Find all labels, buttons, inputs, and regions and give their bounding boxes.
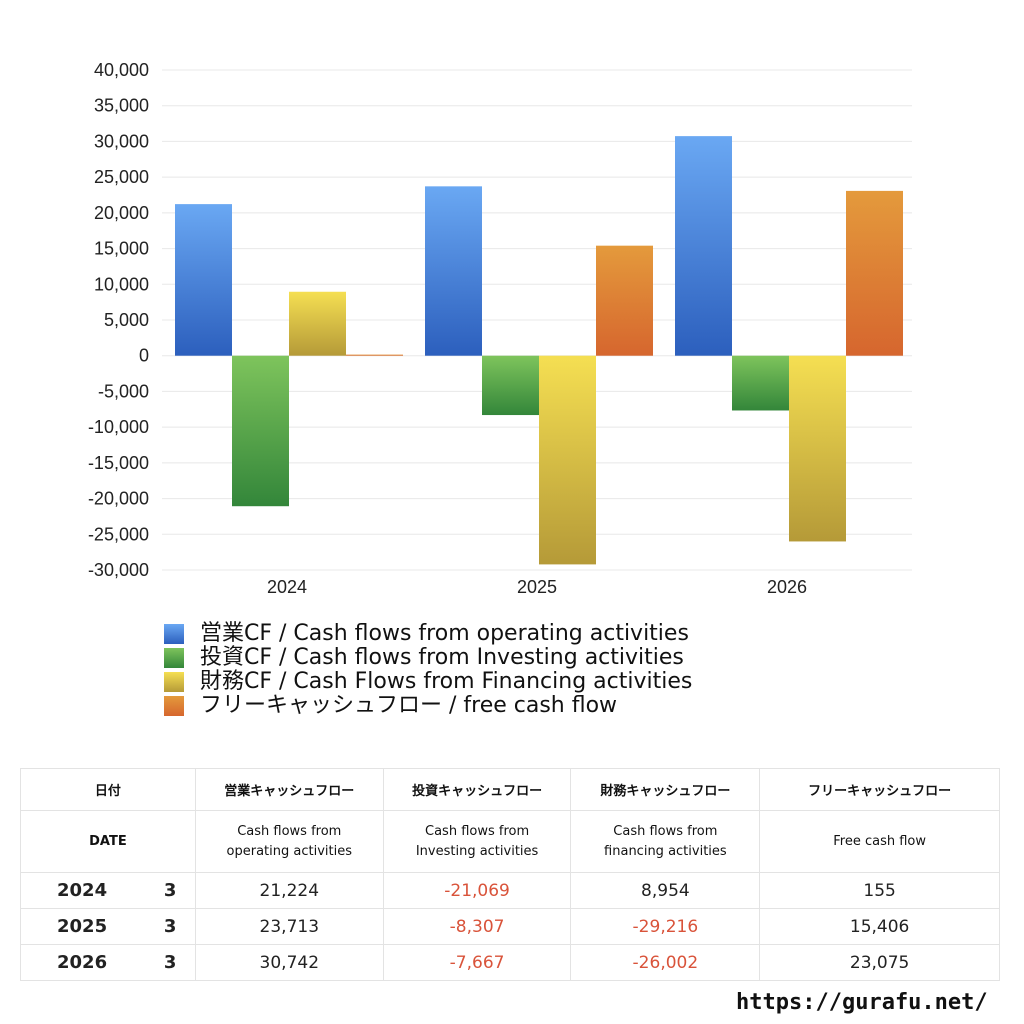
y-tick-label: 10,000 [94, 274, 149, 294]
table-row: 2024 3 21,224 -21,069 8,954 155 [20, 872, 1000, 909]
header-financing-jp: 財務キャッシュフロー [570, 768, 761, 811]
legend-swatch-financing [164, 672, 184, 692]
row-month: 3 [145, 944, 196, 981]
y-tick-label: -30,000 [88, 560, 149, 580]
cash-flow-table: 日付 営業キャッシュフロー 投資キャッシュフロー 財務キャッシュフロー フリーキ… [20, 768, 1000, 981]
bar-2024-series-1 [232, 355, 289, 507]
bar-2024-series-3 [346, 354, 403, 356]
row-operating: 30,742 [194, 944, 384, 981]
legend-item-operating: 営業CF / Cash flows from operating activit… [164, 622, 692, 646]
y-tick-label: -10,000 [88, 417, 149, 437]
y-tick-label: 15,000 [94, 239, 149, 259]
y-tick-label: 40,000 [94, 60, 149, 80]
x-axis-ticks: 2024 2025 2026 [267, 577, 807, 597]
header-investing-en: Cash flows from Investing activities [382, 810, 572, 873]
legend-label-free: フリーキャッシュフロー / free cash flow [200, 693, 618, 718]
row-month: 3 [145, 872, 196, 909]
row-financing: -26,002 [570, 944, 761, 981]
bars [175, 136, 903, 565]
bar-2026-series-0 [675, 136, 732, 356]
bar-2024-series-2 [289, 291, 346, 356]
x-tick-label: 2024 [267, 577, 307, 597]
row-operating: 23,713 [194, 908, 384, 945]
legend-swatch-operating [164, 624, 184, 644]
x-tick-label: 2025 [517, 577, 557, 597]
row-investing: -7,667 [382, 944, 572, 981]
bar-2026-series-3 [846, 190, 903, 356]
legend-item-financing: 財務CF / Cash Flows from Financing activit… [164, 670, 692, 694]
y-tick-label: -25,000 [88, 524, 149, 544]
row-free: 23,075 [759, 944, 1000, 981]
header-operating-en: Cash flows from operating activities [194, 810, 384, 873]
y-tick-label: 5,000 [104, 310, 149, 330]
legend-label-financing: 財務CF / Cash Flows from Financing activit… [200, 669, 693, 694]
legend-swatch-investing [164, 648, 184, 668]
bar-2024-series-0 [175, 204, 232, 356]
header-free-jp: フリーキャッシュフロー [759, 768, 1000, 811]
y-tick-label: 25,000 [94, 167, 149, 187]
y-tick-label: 35,000 [94, 96, 149, 116]
row-investing: -8,307 [382, 908, 572, 945]
site-url[interactable]: https://gurafu.net/ [736, 990, 988, 1015]
y-tick-label: -5,000 [98, 381, 149, 401]
y-tick-label: -15,000 [88, 453, 149, 473]
table-row: 2026 3 30,742 -7,667 -26,002 23,075 [20, 944, 1000, 981]
cash-flow-bar-chart: 40,000 35,000 30,000 25,000 20,000 15,000 10,0… [88, 60, 912, 597]
bar-2026-series-2 [789, 355, 846, 542]
y-tick-label: 30,000 [94, 131, 149, 151]
y-axis-ticks: 40,000 35,000 30,000 25,000 20,000 15,000 10,0… [88, 60, 149, 580]
row-year: 2026 [20, 944, 146, 981]
legend-label-operating: 営業CF / Cash flows from operating activit… [200, 621, 689, 646]
header-date-jp: 日付 [20, 768, 196, 811]
legend-label-investing: 投資CF / Cash flows from Investing activit… [200, 645, 684, 670]
y-tick-label: -20,000 [88, 489, 149, 509]
row-financing: -29,216 [570, 908, 761, 945]
header-operating-jp: 営業キャッシュフロー [194, 768, 384, 811]
x-tick-label: 2026 [767, 577, 807, 597]
header-free-en: Free cash flow [759, 810, 1000, 873]
y-tick-label: 20,000 [94, 203, 149, 223]
bar-2026-series-1 [732, 355, 789, 411]
table-header-en: DATE Cash flows from operating activitie… [20, 810, 1000, 873]
table-row: 2025 3 23,713 -8,307 -29,216 15,406 [20, 908, 1000, 945]
bar-2025-series-1 [482, 355, 539, 416]
legend-item-investing: 投資CF / Cash flows from Investing activit… [164, 646, 692, 670]
y-tick-label: 0 [139, 346, 149, 366]
header-financing-en: Cash flows from financing activities [570, 810, 761, 873]
bar-2025-series-0 [425, 186, 482, 356]
bar-2025-series-2 [539, 355, 596, 565]
header-investing-jp: 投資キャッシュフロー [382, 768, 572, 811]
header-date-en: DATE [20, 810, 196, 873]
row-year: 2025 [20, 908, 146, 945]
row-year: 2024 [20, 872, 146, 909]
row-financing: 8,954 [570, 872, 761, 909]
legend-item-free: フリーキャッシュフロー / free cash flow [164, 694, 692, 718]
table-header-jp: 日付 営業キャッシュフロー 投資キャッシュフロー 財務キャッシュフロー フリーキ… [20, 768, 1000, 811]
row-operating: 21,224 [194, 872, 384, 909]
row-investing: -21,069 [382, 872, 572, 909]
row-free: 15,406 [759, 908, 1000, 945]
row-free: 155 [759, 872, 1000, 909]
legend: 営業CF / Cash flows from operating activit… [164, 622, 692, 718]
row-month: 3 [145, 908, 196, 945]
legend-swatch-free [164, 696, 184, 716]
bar-2025-series-3 [596, 245, 653, 356]
